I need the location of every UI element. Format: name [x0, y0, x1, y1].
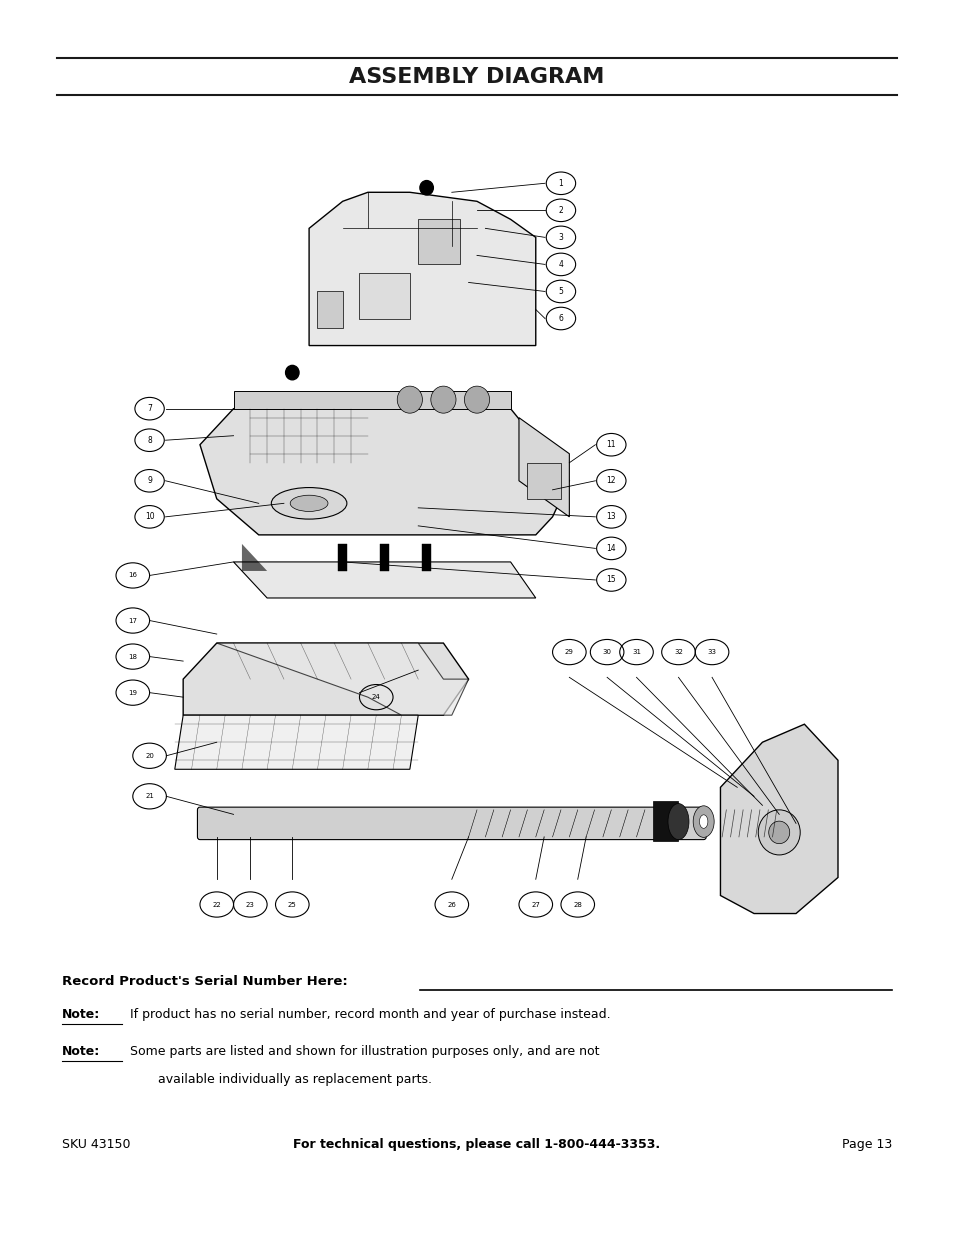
Text: 33: 33 — [707, 650, 716, 655]
Text: 20: 20 — [145, 753, 153, 758]
Bar — [653, 800, 678, 841]
Text: 10: 10 — [145, 513, 154, 521]
Circle shape — [431, 387, 456, 414]
Bar — [417, 220, 459, 264]
Text: 12: 12 — [606, 477, 616, 485]
Text: 25: 25 — [288, 902, 296, 908]
Text: ASSEMBLY DIAGRAM: ASSEMBLY DIAGRAM — [349, 67, 604, 86]
Text: 23: 23 — [246, 902, 254, 908]
Text: 1: 1 — [558, 179, 562, 188]
Text: 4: 4 — [558, 259, 563, 269]
Text: 16: 16 — [128, 573, 137, 578]
Ellipse shape — [768, 821, 789, 844]
Text: 8: 8 — [147, 436, 152, 445]
Text: Note:: Note: — [62, 1008, 100, 1021]
Text: 26: 26 — [447, 902, 456, 908]
Circle shape — [419, 180, 433, 195]
Text: 22: 22 — [213, 902, 221, 908]
Text: 15: 15 — [606, 576, 616, 584]
FancyBboxPatch shape — [197, 808, 705, 840]
Ellipse shape — [271, 488, 347, 519]
Text: 28: 28 — [573, 902, 581, 908]
Circle shape — [285, 366, 298, 380]
Circle shape — [464, 387, 489, 414]
Circle shape — [396, 387, 422, 414]
Text: 29: 29 — [564, 650, 573, 655]
Text: 9: 9 — [147, 477, 152, 485]
Text: 6: 6 — [558, 314, 563, 324]
Text: Record Product's Serial Number Here:: Record Product's Serial Number Here: — [62, 974, 348, 988]
Text: 27: 27 — [531, 902, 539, 908]
Bar — [317, 291, 342, 327]
Text: available individually as replacement parts.: available individually as replacement pa… — [122, 1072, 432, 1086]
Text: 19: 19 — [128, 689, 137, 695]
Bar — [380, 543, 389, 571]
Text: 32: 32 — [674, 650, 682, 655]
Bar — [527, 463, 560, 499]
Polygon shape — [309, 193, 536, 346]
Text: 13: 13 — [606, 513, 616, 521]
Text: 5: 5 — [558, 287, 563, 296]
Polygon shape — [216, 643, 468, 715]
Polygon shape — [518, 417, 569, 517]
Text: 7: 7 — [147, 404, 152, 414]
Text: 18: 18 — [128, 653, 137, 659]
Text: 31: 31 — [631, 650, 640, 655]
Ellipse shape — [693, 805, 714, 837]
Polygon shape — [242, 543, 267, 571]
Bar — [422, 543, 431, 571]
Polygon shape — [233, 562, 536, 598]
Bar — [338, 543, 347, 571]
Polygon shape — [233, 390, 510, 409]
Text: Note:: Note: — [62, 1045, 100, 1058]
Text: 24: 24 — [372, 694, 380, 700]
Text: 3: 3 — [558, 233, 563, 242]
Polygon shape — [720, 724, 837, 914]
Bar — [359, 273, 410, 319]
Text: 30: 30 — [602, 650, 611, 655]
Text: 11: 11 — [606, 440, 616, 450]
Polygon shape — [200, 409, 569, 535]
Text: 2: 2 — [558, 206, 562, 215]
Ellipse shape — [667, 804, 688, 840]
Text: SKU 43150: SKU 43150 — [62, 1137, 131, 1151]
Polygon shape — [183, 643, 468, 715]
Ellipse shape — [758, 810, 800, 855]
Text: Some parts are listed and shown for illustration purposes only, and are not: Some parts are listed and shown for illu… — [122, 1045, 599, 1058]
Ellipse shape — [699, 815, 707, 829]
Polygon shape — [174, 715, 417, 769]
Text: For technical questions, please call 1-800-444-3353.: For technical questions, please call 1-8… — [294, 1137, 659, 1151]
Text: 17: 17 — [128, 618, 137, 624]
Text: 21: 21 — [145, 793, 153, 799]
Text: 14: 14 — [606, 543, 616, 553]
Ellipse shape — [290, 495, 328, 511]
Text: Page 13: Page 13 — [841, 1137, 891, 1151]
Text: If product has no serial number, record month and year of purchase instead.: If product has no serial number, record … — [122, 1008, 610, 1021]
